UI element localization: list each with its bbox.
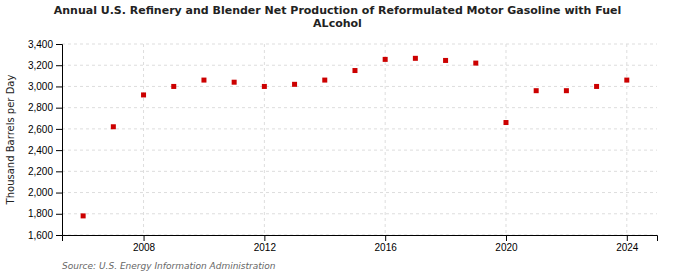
y-tick-mark: [56, 129, 62, 130]
y-tick-label: 3,000: [28, 81, 53, 92]
point: [141, 92, 146, 97]
y-tick-mark: [56, 108, 62, 109]
point: [383, 57, 388, 62]
y-tick-label: 1,800: [28, 208, 53, 219]
y-tick-label: 2,600: [28, 124, 53, 135]
x-tick-mark: [385, 235, 386, 241]
point: [81, 213, 86, 218]
y-tick: 1,800: [28, 208, 62, 219]
title-line: ALcohol: [313, 17, 362, 30]
x-tick-label: 2020: [495, 242, 518, 253]
y-tick: 2,600: [28, 124, 62, 135]
point: [413, 56, 418, 61]
y-tick: 2,800: [28, 102, 62, 113]
y-tick-mark: [56, 86, 62, 87]
y-tick-mark: [56, 171, 62, 172]
chart: Annual U.S. Refinery and Blender Net Pro…: [0, 0, 675, 275]
grid-line-y: [62, 213, 657, 214]
point: [443, 58, 448, 63]
point: [352, 68, 357, 73]
point: [564, 88, 569, 93]
source: Source: U.S. Energy Information Administ…: [62, 261, 276, 271]
x-tick-mark: [506, 235, 507, 241]
x-tick-mark: [627, 235, 628, 241]
y-tick: 1,600: [28, 230, 62, 241]
grid-line-x: [626, 44, 627, 235]
grid-line-x: [385, 44, 386, 235]
grid-line-y: [62, 192, 657, 193]
x-axis-line: [63, 236, 658, 242]
point: [594, 84, 599, 89]
point: [473, 61, 478, 66]
y-tick: 2,200: [28, 166, 62, 177]
y-tick-label: 3,200: [28, 60, 53, 71]
x-axis: 2008 2012 2016 2020 2024: [63, 235, 658, 253]
x-tick: 2016: [375, 235, 398, 253]
grid-line-y: [62, 44, 657, 45]
y-tick-label: 2,000: [28, 187, 53, 198]
point: [262, 84, 267, 89]
y-tick-mark: [56, 235, 62, 236]
y-tick-mark: [56, 193, 62, 194]
grid-line-y: [62, 86, 657, 87]
grid-line-x: [264, 44, 265, 235]
x-tick-label: 2016: [375, 242, 398, 253]
y-axis: 1,600 1,800 2,000 2,200 2,400 2,600 2,800 3,000…: [28, 39, 63, 241]
x-tick-mark: [144, 235, 145, 241]
y-tick-label: 1,600: [28, 230, 53, 241]
point: [503, 120, 508, 125]
title: Annual U.S. Refinery and Blender Net Pro…: [54, 4, 622, 30]
x-tick: 2012: [254, 235, 277, 253]
points: [81, 56, 630, 219]
point: [232, 80, 237, 85]
x-tick-mark: [264, 235, 265, 241]
point: [171, 84, 176, 89]
grid: [62, 44, 657, 235]
y-tick-mark: [56, 214, 62, 215]
y-tick-mark: [56, 65, 62, 66]
x-tick: 2020: [495, 235, 518, 253]
grid-line-y: [62, 150, 657, 151]
y-tick: 3,000: [28, 81, 62, 92]
grid-line-x: [143, 44, 144, 235]
point: [534, 88, 539, 93]
point: [292, 82, 297, 87]
point: [322, 78, 327, 83]
y-tick: 3,400: [28, 39, 62, 50]
grid-line-y: [62, 65, 657, 66]
plot-area: 2008 2012 2016 2020 2024 1,600 1,800 2,000 2,200…: [28, 39, 658, 253]
y-tick-label: 3,400: [28, 39, 53, 50]
grid-line-x: [505, 44, 506, 235]
grid-line-y: [62, 128, 657, 129]
x-tick-label: 2012: [254, 242, 277, 253]
grid-line-y: [62, 107, 657, 108]
grid-line-y: [62, 171, 657, 172]
y-tick: 2,000: [28, 187, 62, 198]
y-tick-mark: [56, 150, 62, 151]
title-line: Annual U.S. Refinery and Blender Net Pro…: [54, 4, 622, 17]
x-tick: 2024: [616, 235, 639, 253]
y-tick-label: 2,800: [28, 102, 53, 113]
y-tick-mark: [56, 44, 62, 45]
y-axis-title: Thousand Barrels per Day: [5, 75, 16, 206]
x-tick: 2008: [133, 235, 156, 253]
y-tick-label: 2,200: [28, 166, 53, 177]
y-tick-label: 2,400: [28, 145, 53, 156]
x-tick-label: 2008: [133, 242, 156, 253]
y-tick: 3,200: [28, 60, 62, 71]
x-tick-label: 2024: [616, 242, 639, 253]
point: [624, 78, 629, 83]
y-axis-line: [56, 45, 63, 236]
point: [111, 124, 116, 129]
point: [201, 78, 206, 83]
y-tick: 2,400: [28, 145, 62, 156]
